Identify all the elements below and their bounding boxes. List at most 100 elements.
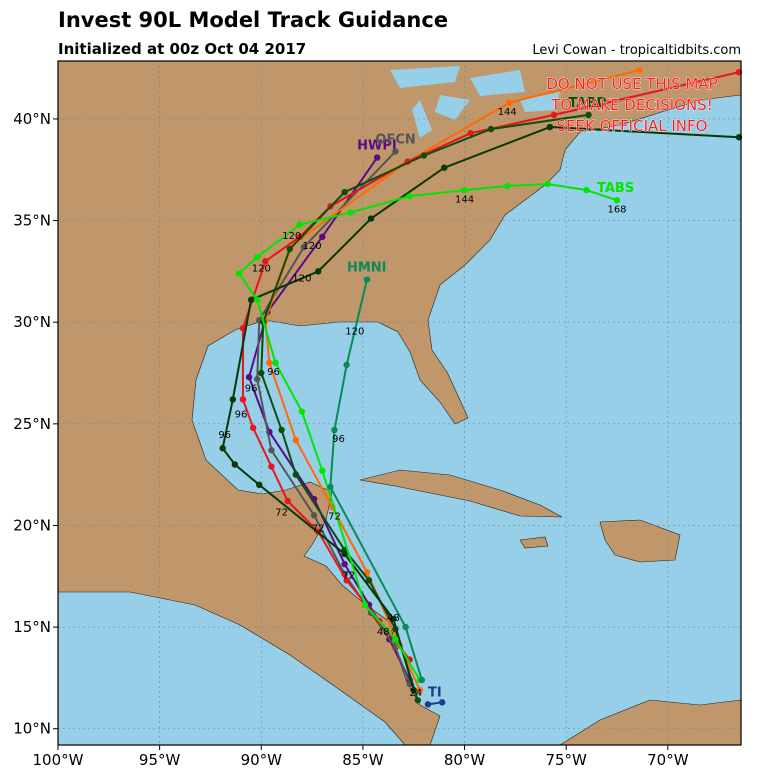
track-point	[235, 270, 243, 277]
track-point	[343, 577, 350, 584]
hour-label: 120	[345, 326, 364, 337]
track-point	[585, 111, 592, 119]
track-point	[341, 550, 348, 558]
track-point	[461, 186, 468, 194]
track-point	[258, 369, 265, 377]
track-point	[390, 615, 397, 623]
track-point	[367, 215, 375, 222]
hour-label: 120	[303, 241, 322, 252]
hour-label: 96	[332, 434, 345, 445]
hour-label: 96	[245, 383, 258, 394]
track-point	[410, 686, 417, 694]
track-point	[504, 182, 511, 190]
track-name: HWPI	[357, 139, 397, 154]
track-point	[292, 436, 300, 444]
track-point	[392, 148, 399, 155]
track-point	[296, 221, 304, 228]
track-point	[284, 497, 291, 505]
track-point	[254, 375, 261, 383]
track-point	[254, 296, 261, 304]
track-point	[268, 447, 275, 454]
y-tick-label: 20°N	[13, 516, 51, 534]
track-point	[365, 577, 373, 584]
track-point	[314, 268, 322, 275]
track-point	[341, 188, 348, 196]
track-point	[272, 359, 279, 367]
y-tick-label: 30°N	[13, 313, 51, 331]
x-tick-label: 75°W	[545, 751, 587, 768]
hour-label: 72	[342, 570, 355, 581]
track-name: TI	[428, 685, 442, 700]
track-point	[286, 245, 293, 253]
hour-label: 120	[282, 231, 301, 242]
hour-label: 120	[252, 263, 271, 274]
track-point	[266, 359, 273, 367]
track-point	[256, 481, 263, 489]
x-tick-label: 70°W	[647, 751, 689, 768]
track-point	[278, 426, 285, 434]
track-line	[329, 279, 423, 681]
track-point	[438, 699, 446, 706]
track-point	[544, 180, 552, 188]
track-point	[327, 483, 334, 491]
track-point	[414, 697, 421, 704]
y-tick-label: 10°N	[13, 720, 51, 738]
track-point	[262, 258, 269, 265]
track-point	[363, 276, 371, 283]
track-point	[319, 467, 326, 474]
track-name: TABS	[597, 181, 634, 196]
track-point	[424, 701, 432, 708]
y-tick-label: 35°N	[13, 212, 51, 230]
x-tick-label: 95°W	[139, 751, 181, 768]
hour-label: 24	[409, 688, 422, 699]
hour-label: 168	[607, 204, 626, 215]
credit: Levi Cowan - tropicaltidbits.com	[532, 43, 741, 58]
track-point	[361, 601, 369, 608]
warning-line: TO MAKE DECISIONS!	[550, 96, 712, 114]
track-point	[546, 123, 554, 131]
track-point	[292, 471, 300, 478]
track-point	[300, 243, 308, 251]
hour-label: 48	[387, 613, 400, 624]
hour-label: 120	[292, 274, 311, 285]
x-tick-label: 80°W	[444, 751, 486, 768]
track-point	[583, 186, 590, 194]
track-point	[402, 623, 409, 631]
track-name: OFCN	[375, 132, 415, 147]
track-point	[347, 209, 354, 216]
track-point	[406, 192, 413, 200]
track-point	[363, 569, 371, 576]
subtitle: Initialized at 00z Oct 04 2017	[58, 40, 306, 58]
basemap	[58, 61, 741, 745]
track-line	[256, 150, 411, 685]
x-tick-label: 85°W	[342, 751, 384, 768]
track-point	[487, 125, 495, 133]
track-point	[231, 461, 239, 468]
hour-label: 48	[377, 627, 390, 638]
hour-label: 72	[275, 507, 288, 518]
track-point	[613, 197, 621, 204]
warning: DO NOT USE THIS MAP TO MAKE DECISIONS! SEE…	[546, 75, 718, 136]
track-point	[550, 111, 558, 119]
track-point	[245, 373, 253, 381]
track-point	[247, 296, 255, 304]
track-point	[420, 152, 428, 159]
track-point	[310, 512, 318, 519]
track-point	[219, 445, 226, 452]
title: Invest 90L Model Track Guidance	[58, 8, 448, 32]
warning-line: DO NOT USE THIS MAP	[546, 75, 717, 93]
track-point	[319, 233, 326, 241]
x-tick-label: 100°W	[33, 751, 84, 768]
warning-line: SEEK OFFICIAL INFO	[557, 117, 708, 135]
x-tick-label: 90°W	[241, 751, 283, 768]
track-point	[343, 361, 350, 369]
hour-label: 72	[312, 524, 325, 535]
track-point	[239, 396, 247, 403]
track-point	[254, 253, 261, 261]
hour-label: 144	[498, 107, 517, 118]
track-point	[418, 676, 426, 684]
track-name: HMNI	[347, 261, 387, 276]
hour-label: 96	[218, 430, 231, 441]
